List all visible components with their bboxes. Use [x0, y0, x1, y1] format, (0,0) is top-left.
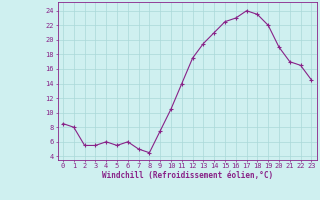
X-axis label: Windchill (Refroidissement éolien,°C): Windchill (Refroidissement éolien,°C) — [102, 171, 273, 180]
